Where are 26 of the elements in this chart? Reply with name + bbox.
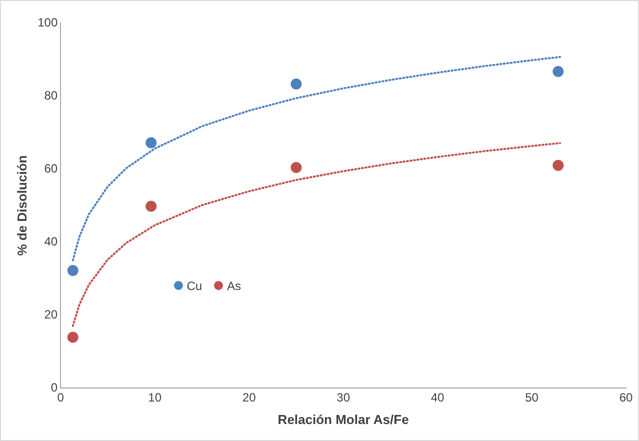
point	[67, 264, 78, 276]
x-tick-label: 10	[148, 390, 162, 405]
point	[290, 78, 302, 90]
legend-label: Cu	[186, 278, 202, 292]
legend-label: As	[227, 278, 242, 292]
point	[552, 66, 564, 78]
y-tick-label: 60	[44, 161, 58, 176]
line-series	[72, 142, 562, 327]
y-tick-label: 0	[50, 380, 58, 394]
point	[146, 200, 157, 212]
point	[290, 162, 302, 174]
y-axis-title: % de Disolución	[14, 155, 30, 256]
x-tick-label: 60	[619, 390, 633, 405]
y-tick-label: 100	[38, 15, 58, 30]
x-tick-label: 50	[525, 390, 539, 405]
y-tick-label: 40	[44, 234, 58, 248]
y-tick-label: 20	[44, 307, 58, 322]
x-tick-label: 40	[430, 390, 445, 405]
point	[552, 160, 564, 171]
x-tick-label: 30	[336, 390, 350, 405]
point	[146, 137, 157, 148]
x-axis-title: Relación Molar As/Fe	[278, 412, 409, 427]
point	[67, 332, 78, 343]
x-tick-label: 20	[242, 390, 256, 405]
y-tick-label: 80	[44, 88, 58, 102]
line-series	[72, 56, 562, 262]
